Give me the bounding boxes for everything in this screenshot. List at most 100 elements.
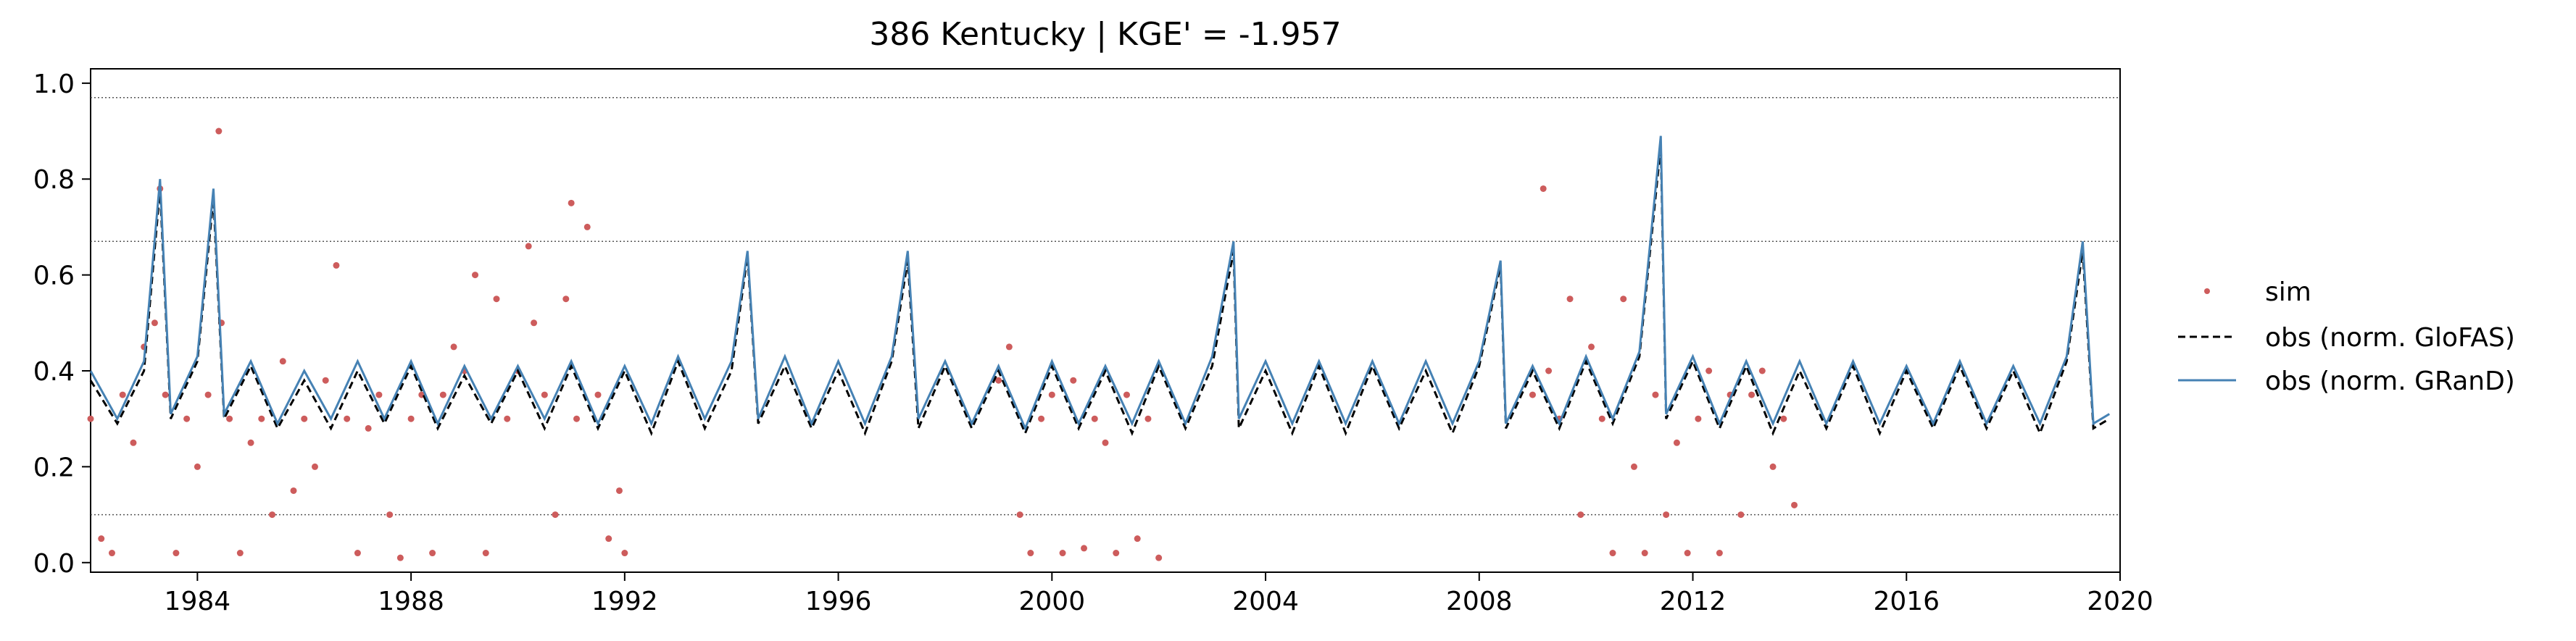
sim-point: [1577, 511, 1584, 519]
sim-point: [583, 223, 591, 230]
sim-point: [1081, 545, 1088, 552]
sim-point: [1780, 415, 1787, 422]
y-axis: 0.0 0.2 0.4 0.6 0.8 1.0: [33, 70, 91, 579]
x-axis: 1984 1988 1992 1996 2000 2004 2008 2012 2016 2020: [165, 572, 2153, 616]
sim-point: [1038, 415, 1045, 422]
sim-point: [1113, 550, 1120, 557]
x-tick-label: 2008: [1446, 587, 1513, 616]
sim-point: [531, 319, 538, 327]
x-tick-label: 2016: [1873, 587, 1940, 616]
sim-point: [1048, 391, 1055, 398]
sim-point: [1641, 550, 1648, 557]
sim-point: [215, 127, 223, 135]
sim-point: [183, 415, 191, 422]
y-tick-label: 1.0: [33, 70, 75, 99]
x-tick-label: 2012: [1660, 587, 1727, 616]
sim-point: [322, 377, 329, 384]
reference-lines: [91, 96, 2120, 516]
sim-point: [605, 535, 612, 542]
x-tick-label: 1996: [805, 587, 872, 616]
y-tick-label: 0.6: [33, 261, 75, 291]
sim-point: [119, 391, 126, 398]
sim-point: [1070, 377, 1077, 384]
legend-label-sim: sim: [2265, 277, 2311, 307]
sim-point: [1673, 439, 1680, 446]
x-tick-label: 1984: [165, 587, 231, 616]
legend: sim obs (norm. GloFAS) obs (norm. GRanD): [2178, 277, 2515, 396]
sim-point: [1791, 501, 1798, 508]
sim-point: [1155, 554, 1163, 561]
x-tick-label: 2000: [1019, 587, 1086, 616]
legend-label-obs-grand: obs (norm. GRanD): [2265, 366, 2515, 396]
sim-point: [226, 415, 233, 422]
axes-frame: [90, 68, 2121, 573]
sim-point: [162, 391, 169, 398]
sim-point: [621, 550, 628, 557]
sim-point: [354, 550, 361, 557]
sim-point: [482, 550, 489, 557]
sim-point: [151, 319, 158, 327]
sim-point: [1695, 415, 1702, 422]
sim-point: [365, 424, 372, 432]
sim-point: [525, 243, 532, 250]
sim-point: [504, 415, 511, 422]
sim-point: [1758, 367, 1766, 374]
sim-point: [1566, 296, 1574, 303]
sim-point: [568, 199, 575, 206]
sim-point: [407, 415, 415, 422]
series-obs-glofas: [89, 145, 2111, 437]
legend-label-obs-glofas: obs (norm. GloFAS): [2265, 323, 2515, 353]
sim-point: [1748, 391, 1756, 398]
sim-point: [1737, 511, 1745, 519]
sim-point: [98, 535, 105, 542]
x-tick-label: 2004: [1232, 587, 1299, 616]
x-tick-label: 1988: [378, 587, 444, 616]
sim-point: [1005, 343, 1013, 351]
obs-grand-line: [89, 135, 2111, 432]
y-tick-label: 0.8: [33, 165, 75, 195]
y-tick-label: 0.4: [33, 357, 75, 387]
sim-point: [87, 415, 94, 422]
sim-point: [1123, 391, 1130, 398]
sim-point: [1102, 439, 1109, 446]
sim-point: [1091, 415, 1098, 422]
sim-point: [493, 296, 500, 303]
sim-point: [290, 487, 297, 494]
sim-point: [1652, 391, 1659, 398]
sim-point: [301, 415, 308, 422]
sim-point: [1545, 367, 1553, 374]
sim-point: [573, 415, 581, 422]
y-tick-label: 0.0: [33, 549, 75, 579]
sim-point: [375, 391, 383, 398]
sim-point: [1630, 463, 1637, 470]
sim-point: [279, 358, 286, 365]
sim-point: [311, 463, 318, 470]
sim-point: [1620, 296, 1627, 303]
sim-point: [439, 391, 446, 398]
chart-title: 386 Kentucky | KGE' = -1.957: [869, 16, 1341, 53]
sim-point: [541, 391, 548, 398]
sim-point: [269, 511, 276, 519]
sim-point: [1027, 550, 1034, 557]
sim-point: [1059, 550, 1066, 557]
sim-point: [1016, 511, 1023, 519]
sim-point: [472, 272, 479, 279]
sim-point: [333, 261, 340, 269]
sim-point: [552, 511, 559, 519]
sim-point: [1540, 185, 1547, 192]
sim-point: [1663, 511, 1670, 519]
sim-point: [108, 550, 115, 557]
sim-point: [615, 487, 623, 494]
sim-point: [396, 554, 404, 561]
obs-glofas-line: [89, 145, 2111, 437]
sim-point: [247, 439, 254, 446]
y-tick-label: 0.2: [33, 453, 75, 482]
legend-marker-sim: [2204, 288, 2210, 294]
sim-point: [1598, 415, 1605, 422]
sim-point: [344, 415, 351, 422]
sim-point: [1529, 391, 1536, 398]
sim-point: [995, 377, 1002, 384]
sim-point: [1705, 367, 1713, 374]
